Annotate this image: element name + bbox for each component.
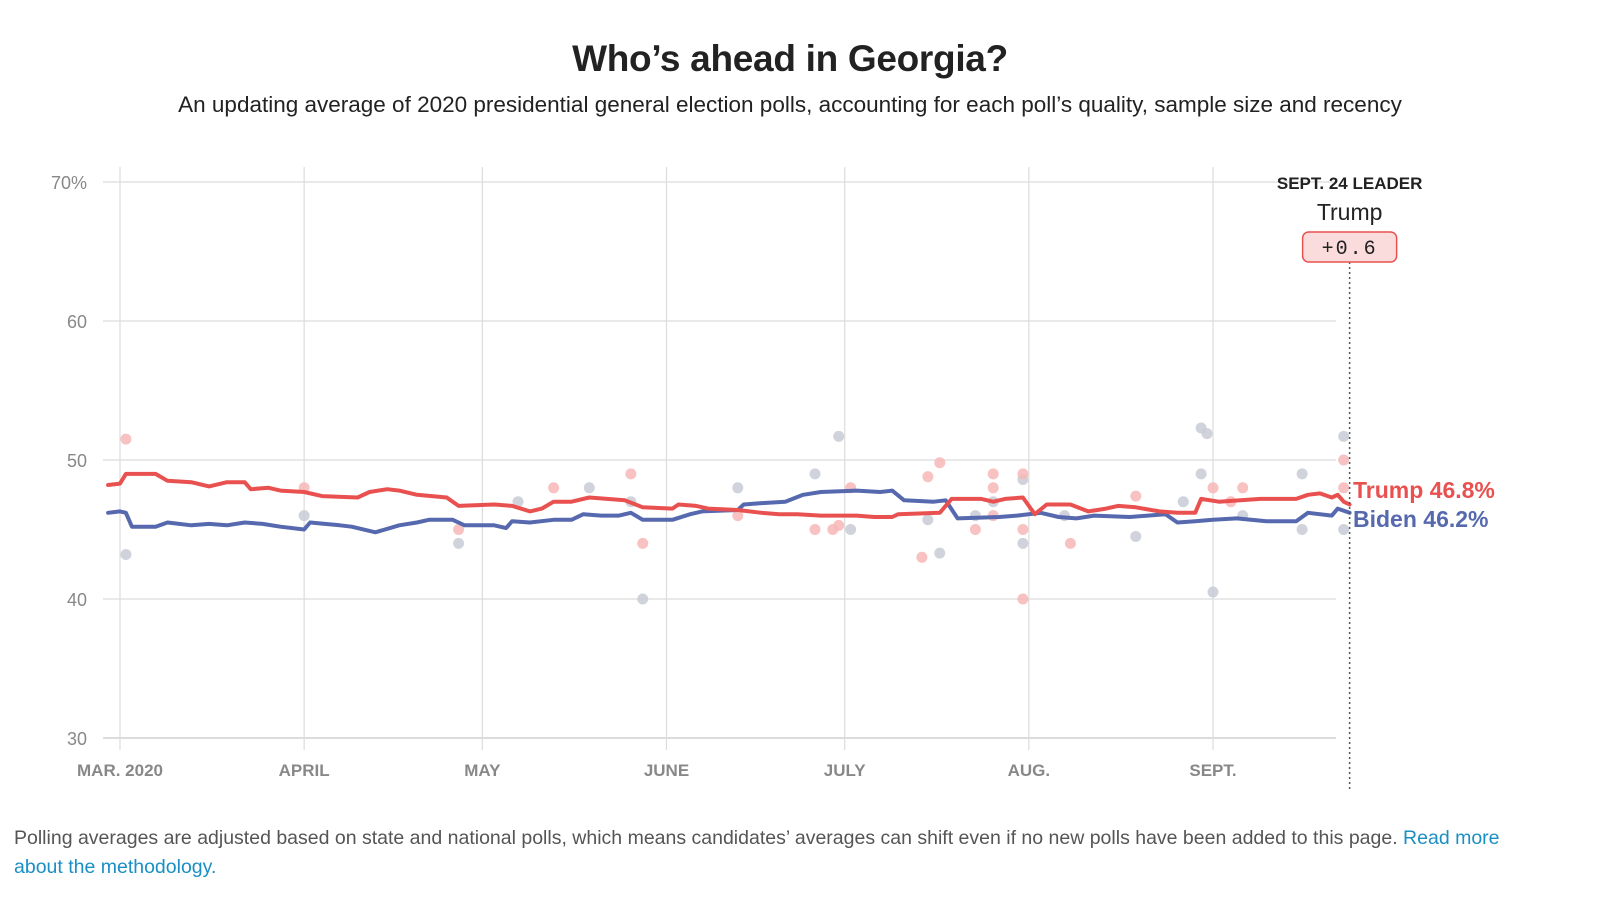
leader-margin-badge — [1301, 231, 1398, 263]
grid-lines — [103, 167, 1336, 750]
poll-dot-trump — [1064, 537, 1076, 549]
poll-dot-biden — [833, 430, 845, 442]
poll-dot-biden — [637, 593, 649, 605]
leader-heading: SEPT. 24 LEADER — [1277, 174, 1423, 193]
poll-dot-trump — [625, 468, 637, 480]
footnote-text: Polling averages are adjusted based on s… — [14, 827, 1404, 849]
chart-title: Who’s ahead in Georgia? — [572, 38, 1008, 79]
y-axis-ticks: 70% 60 50 40 30 — [51, 173, 87, 749]
poll-dot-biden — [512, 496, 524, 508]
poll-dot-biden — [732, 482, 744, 494]
leader-name: Trump — [1317, 199, 1383, 225]
end-labels: Trump 46.8% Biden 46.2% — [1353, 477, 1495, 532]
poll-dot-trump — [1130, 490, 1142, 502]
poll-dot-trump — [120, 433, 132, 445]
x-tick-label: MAR. 2020 — [77, 761, 163, 780]
poll-dot-biden — [583, 482, 595, 494]
poll-dot-biden — [1130, 530, 1142, 542]
y-tick-label: 50 — [67, 451, 87, 471]
poll-dot-biden — [809, 468, 821, 480]
end-label-trump: Trump 46.8% — [1353, 477, 1495, 503]
average-lines — [106, 471, 1352, 535]
poll-dot-biden — [1195, 468, 1207, 480]
poll-dot-trump — [1237, 482, 1249, 494]
poll-dot-trump — [548, 482, 560, 494]
y-tick-label: 60 — [67, 312, 87, 332]
poll-dot-trump — [1338, 482, 1350, 494]
x-tick-label: APRIL — [279, 761, 330, 780]
poll-dot-biden — [1201, 428, 1213, 440]
poll-dot-trump — [916, 551, 928, 563]
y-tick-label: 40 — [67, 590, 87, 610]
poll-dot-biden — [1017, 537, 1029, 549]
y-tick-label: 70% — [51, 173, 87, 193]
poll-dot-biden — [298, 510, 310, 522]
x-tick-label: AUG. — [1008, 761, 1051, 780]
poll-dot-biden — [934, 547, 946, 559]
x-tick-label: JULY — [824, 761, 867, 780]
poll-dot-trump — [922, 471, 934, 483]
leader-margin-value: +0.6 — [1322, 238, 1378, 261]
poll-dot-biden — [120, 549, 132, 561]
poll-dot-trump — [1017, 593, 1029, 605]
poll-dot-trump — [453, 524, 465, 535]
poll-dot-biden — [1296, 468, 1308, 480]
x-tick-label: JUNE — [644, 761, 689, 780]
x-axis-ticks: MAR. 2020 APRIL MAY JUNE JULY AUG. SEPT. — [77, 761, 1237, 780]
poll-dot-trump — [732, 510, 744, 522]
poll-dot-biden — [1207, 586, 1219, 598]
poll-dot-trump — [1338, 454, 1350, 466]
average-line-biden — [106, 488, 1352, 535]
poll-dot-biden — [1338, 430, 1350, 442]
poll-dot-biden — [1338, 524, 1350, 535]
average-line-trump — [106, 471, 1352, 519]
poll-dot-biden — [1177, 496, 1189, 508]
poll-dot-trump — [637, 537, 649, 549]
poll-dot-biden — [453, 537, 465, 549]
poll-dot-biden — [845, 524, 857, 535]
poll-dot-trump — [809, 524, 821, 535]
poll-dot-trump — [987, 468, 999, 480]
y-tick-label: 30 — [67, 729, 87, 749]
poll-dot-biden — [1296, 524, 1308, 535]
methodology-link[interactable]: Read more about the methodology. — [14, 827, 1500, 878]
footnote: Polling averages are adjusted based on s… — [14, 824, 1544, 882]
poll-dot-trump — [1207, 482, 1219, 494]
x-tick-label: SEPT. — [1189, 761, 1236, 780]
leader-callout: SEPT. 24 LEADER Trump +0.6 — [1277, 174, 1423, 792]
poll-dot-trump — [1017, 524, 1029, 535]
poll-dot-biden — [922, 514, 934, 526]
chart-subtitle: An updating average of 2020 presidential… — [178, 92, 1402, 117]
end-label-biden: Biden 46.2% — [1353, 506, 1489, 532]
poll-dot-trump — [1017, 468, 1029, 480]
poll-dot-trump — [969, 524, 981, 535]
x-tick-label: MAY — [464, 761, 501, 780]
poll-dot-trump — [934, 457, 946, 469]
poll-dot-trump — [833, 519, 845, 531]
poll-dot-trump — [987, 482, 999, 494]
